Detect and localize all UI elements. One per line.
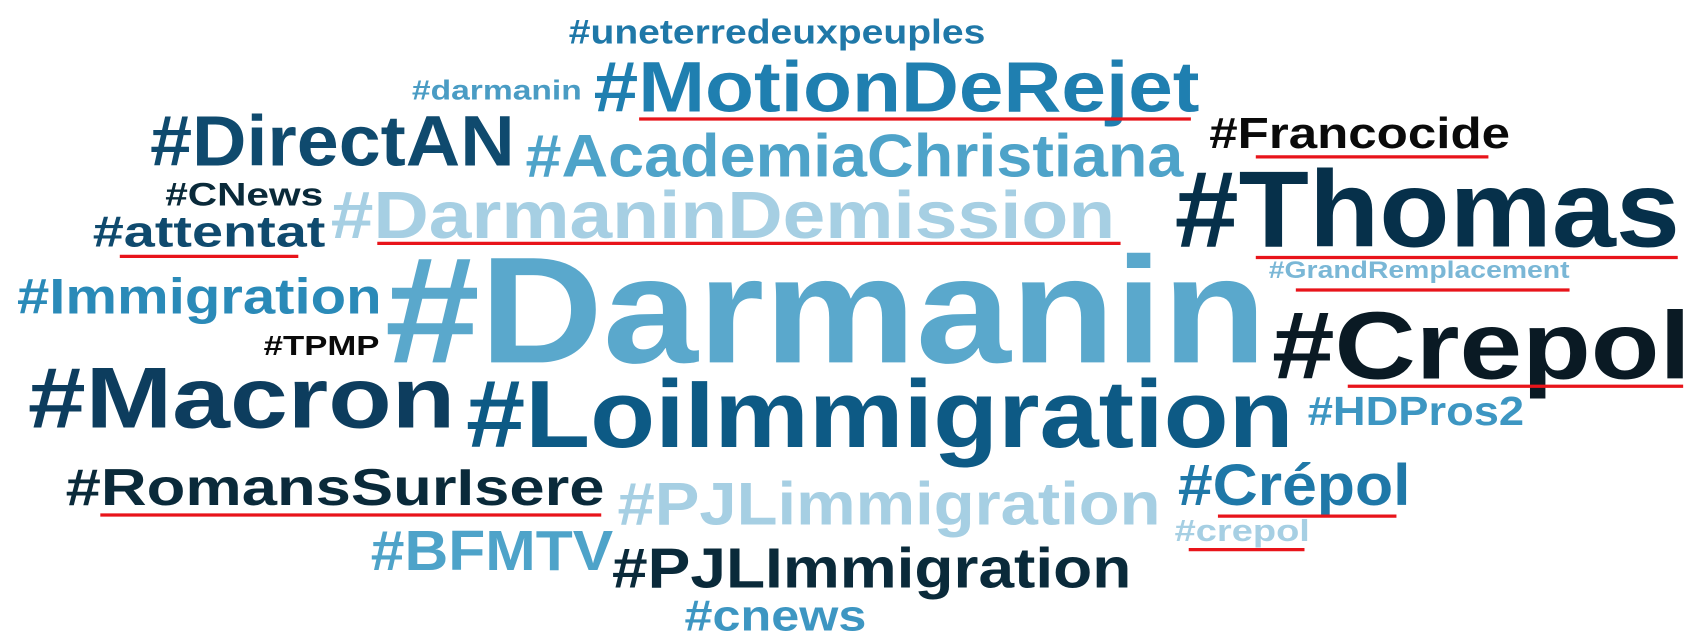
hashtag: #Darmanin (385, 226, 1267, 395)
hashtag: #uneterredeuxpeuples (569, 13, 986, 51)
hashtag: #PJLimmigration (617, 470, 1160, 538)
hashtag: #PJLImmigration (612, 536, 1131, 599)
hashtag: #LoiImmigration (466, 362, 1294, 468)
hashtag: #TPMP (264, 330, 380, 361)
hashtag: #GrandRemplacement (1269, 257, 1570, 284)
hashtag: #darmanin (412, 75, 582, 106)
hashtag: #Crépol (1178, 453, 1411, 518)
hashtag: #BFMTV (371, 519, 614, 582)
hashtag: #Francocide (1209, 110, 1510, 158)
hashtag: #Crepol (1272, 294, 1691, 400)
hashtag: #DirectAN (150, 102, 515, 182)
hashtag: #attentat (93, 209, 326, 257)
hashtag: #Immigration (17, 269, 382, 325)
hashtag: #MotionDeRejet (594, 47, 1200, 127)
hashtag: #DarmaninDemission (331, 178, 1115, 253)
hashtag: #cnews (685, 593, 867, 634)
hashtag: #HDPros2 (1308, 388, 1524, 434)
hashtag: #AcademiaChristiana (526, 121, 1185, 189)
hashtag: #crepol (1175, 515, 1310, 548)
hashtag: #Macron (28, 350, 455, 446)
hashtag: #Thomas (1175, 149, 1680, 270)
hashtag: #RomansSurIsere (66, 459, 605, 517)
hashtag: #CNews (165, 177, 323, 213)
